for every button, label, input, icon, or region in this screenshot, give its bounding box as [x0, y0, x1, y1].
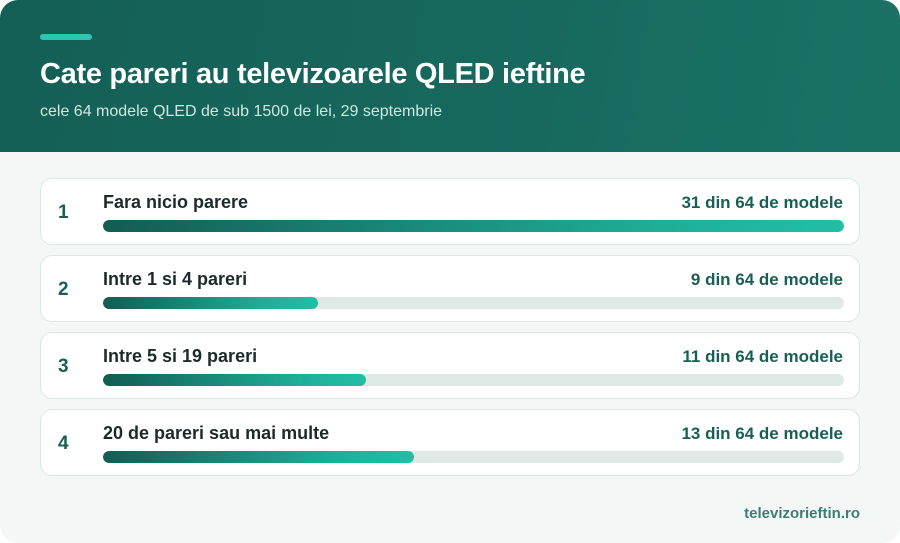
- bar-fill: [103, 451, 414, 463]
- bar-value-label: 31 din 64 de modele: [681, 193, 843, 212]
- bar-row: 4 20 de pareri sau mai multe 13 din 64 de …: [40, 409, 860, 476]
- bar-row: 1 Fara nicio parere 31 din 64 de modele: [40, 178, 860, 245]
- accent-line: [40, 34, 92, 40]
- chart-title: Cate pareri au televizoarele QLED ieftin…: [40, 58, 586, 90]
- bar-value-label: 9 din 64 de modele: [690, 270, 843, 289]
- bar-rank: 2: [58, 279, 69, 300]
- bar-fill: [103, 220, 844, 232]
- bar-track: [103, 297, 844, 309]
- bar-label: Intre 1 si 4 pareri: [103, 269, 248, 289]
- bar-fill: [103, 297, 318, 309]
- chart-header: Cate pareri au televizoarele QLED ieftin…: [0, 0, 900, 152]
- bar-fill: [103, 374, 366, 386]
- bar-label: Intre 5 si 19 pareri: [103, 346, 258, 366]
- bar-value-label: 11 din 64 de modele: [682, 347, 843, 366]
- bar-track: [103, 374, 844, 386]
- bar-track: [103, 220, 844, 232]
- bar-row: 3 Intre 5 si 19 pareri 11 din 64 de modele: [40, 332, 860, 399]
- bar-row: 2 Intre 1 si 4 pareri 9 din 64 de modele: [40, 255, 860, 322]
- bar-rank: 1: [58, 202, 69, 223]
- bar-rows: 1 Fara nicio parere 31 din 64 de modele 2 In…: [40, 178, 860, 486]
- chart-subtitle: cele 64 modele QLED de sub 1500 de lei, …: [40, 103, 443, 120]
- source-label: televizorieftin.ro: [744, 505, 860, 522]
- bar-track: [103, 451, 844, 463]
- bar-value-label: 13 din 64 de modele: [681, 424, 843, 443]
- bar-rank: 4: [58, 433, 69, 454]
- bar-label: Fara nicio parere: [103, 192, 249, 212]
- bar-label: 20 de pareri sau mai multe: [103, 423, 330, 443]
- bar-rank: 3: [58, 356, 69, 377]
